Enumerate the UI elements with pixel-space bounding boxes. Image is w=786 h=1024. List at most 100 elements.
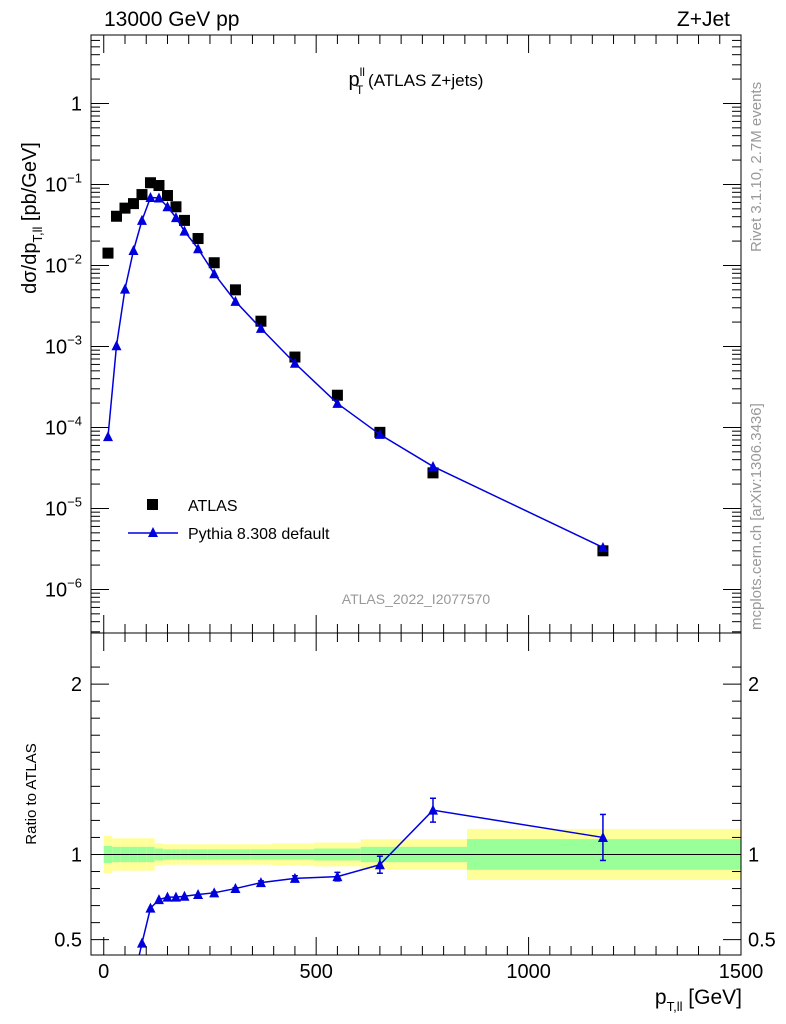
ratio-pythia-point xyxy=(193,889,204,900)
atlas-point xyxy=(136,189,148,201)
main-y-ticks: 10−610−510−410−310−210−11 xyxy=(45,34,741,633)
legend: ATLAS Pythia 8.308 default xyxy=(128,498,330,543)
ratio-y-ticks: 0.5 0.5 1 1 2 2 xyxy=(54,666,776,952)
pythia-point xyxy=(193,243,204,254)
ratio-y-tick-label-right: 2 xyxy=(748,674,759,696)
ratio-y-tick-label: 1 xyxy=(71,844,82,866)
atlas-point xyxy=(229,284,241,296)
ratio-pythia-point xyxy=(255,877,266,888)
main-title-p: p xyxy=(349,69,360,91)
pythia-point xyxy=(128,244,139,255)
ratio-pythia-point xyxy=(332,871,343,882)
main-y-tick-label: 10−3 xyxy=(45,332,82,358)
ratio-pythia-point xyxy=(162,891,173,902)
header-left-label: 13000 GeV pp xyxy=(104,8,239,31)
x-label-main: p xyxy=(655,986,667,1009)
main-panel: 10−610−510−410−310−210−11 pll T (ATLAS Z+… xyxy=(19,34,742,634)
main-marks xyxy=(102,177,609,557)
ratio-pythia-point xyxy=(289,872,300,883)
pythia-point xyxy=(102,431,113,442)
main-title-sup: ll xyxy=(360,65,365,79)
pythia-point xyxy=(145,192,156,203)
ratio-x-ticks: 0 500 1000 1500 xyxy=(98,633,763,983)
main-y-tick-base: 1 xyxy=(71,93,82,115)
main-y-tick-label: 10−5 xyxy=(45,494,82,520)
ratio-y-tick-label-right: 0.5 xyxy=(748,930,776,952)
pythia-point xyxy=(136,214,147,225)
main-y-tick-exponent: −2 xyxy=(67,251,82,266)
rivet-label: Rivet 3.1.10, 2.7M events xyxy=(748,82,765,252)
atlas-point xyxy=(170,201,182,213)
atlas-point xyxy=(102,247,114,259)
pythia-point xyxy=(179,225,190,236)
ratio-y-tick-label: 2 xyxy=(71,674,82,696)
ratio-pythia-point xyxy=(374,859,385,870)
main-y-tick-exponent: −1 xyxy=(67,170,82,185)
ratio-pythia-point xyxy=(597,831,608,842)
main-x-ticks xyxy=(103,35,742,633)
atlas-point xyxy=(331,389,343,401)
analysis-watermark: ATLAS_2022_I2077570 xyxy=(342,591,491,607)
x-label-rest: [GeV] xyxy=(682,986,742,1009)
main-y-tick-base: 10 xyxy=(45,174,67,196)
ratio-panel: 0.5 0.5 1 1 2 2 0 500 1000 1500 Ratio to ATLAS p… xyxy=(23,632,776,1014)
atlas-point xyxy=(192,233,204,245)
atlas-point xyxy=(144,177,156,189)
main-title-sub: T xyxy=(356,83,364,97)
main-y-axis-label: dσ/dpT,ll [pb/GeV] xyxy=(19,142,45,294)
main-title-rest: (ATLAS Z+jets) xyxy=(363,71,483,90)
atlas-point xyxy=(161,190,173,202)
legend-pythia-label: Pythia 8.308 default xyxy=(188,526,330,543)
ratio-pythia-point xyxy=(145,902,156,913)
main-y-tick-base: 10 xyxy=(45,255,67,277)
atlas-point xyxy=(110,210,122,222)
x-tick-label: 500 xyxy=(299,961,332,983)
main-y-tick-base: 10 xyxy=(45,579,67,601)
main-y-tick-label: 1 xyxy=(71,93,82,115)
main-y-label-main: dσ/dp xyxy=(19,243,41,294)
ratio-marks xyxy=(136,797,608,956)
legend-pythia-marker xyxy=(148,527,158,537)
x-tick-label: 0 xyxy=(98,961,109,983)
ratio-y-tick-label: 0.5 xyxy=(54,930,82,952)
pythia-line xyxy=(107,196,604,549)
pythia-point xyxy=(289,357,300,368)
ratio-pythia-point xyxy=(136,937,147,948)
atlas-point xyxy=(153,180,165,192)
header-right-label: Z+Jet xyxy=(677,8,730,31)
ratio-frame xyxy=(90,632,742,956)
pythia-point xyxy=(332,397,343,408)
main-y-tick-base: 10 xyxy=(45,336,67,358)
mcplots-label: mcplots.cern.ch [arXiv:1306.3436] xyxy=(748,403,765,630)
atlas-point xyxy=(255,315,267,327)
ratio-pythia-point xyxy=(209,887,220,898)
legend-atlas-marker xyxy=(147,499,158,510)
main-y-tick-label: 10−4 xyxy=(45,413,82,439)
main-title: pll T (ATLAS Z+jets) xyxy=(349,65,484,97)
legend-atlas-label: ATLAS xyxy=(188,498,238,515)
pythia-point xyxy=(255,322,266,333)
ratio-pythia-point xyxy=(427,804,438,815)
pythia-point xyxy=(162,201,173,212)
main-y-tick-base: 10 xyxy=(45,498,67,520)
pythia-point xyxy=(230,295,241,306)
main-y-tick-base: 10 xyxy=(45,417,67,439)
atlas-point xyxy=(119,202,131,214)
pythia-point xyxy=(153,192,164,203)
ratio-y-tick-label-right: 1 xyxy=(748,844,759,866)
main-y-label-sub: T,ll xyxy=(30,227,45,243)
main-y-tick-label: 10−1 xyxy=(45,170,82,196)
main-y-label-rest: [pb/GeV] xyxy=(19,142,41,227)
x-label-sub: T,ll xyxy=(667,999,683,1014)
pythia-point xyxy=(427,460,438,471)
x-tick-label: 1000 xyxy=(506,961,551,983)
ratio-y-axis-label: Ratio to ATLAS xyxy=(23,743,40,844)
atlas-point xyxy=(178,214,190,226)
x-tick-label: 1500 xyxy=(719,961,764,983)
atlas-point xyxy=(127,198,139,210)
main-y-tick-exponent: −4 xyxy=(67,413,82,428)
ratio-pythia-point xyxy=(179,890,190,901)
pythia-point xyxy=(170,212,181,223)
ratio-pythia-point xyxy=(230,883,241,894)
